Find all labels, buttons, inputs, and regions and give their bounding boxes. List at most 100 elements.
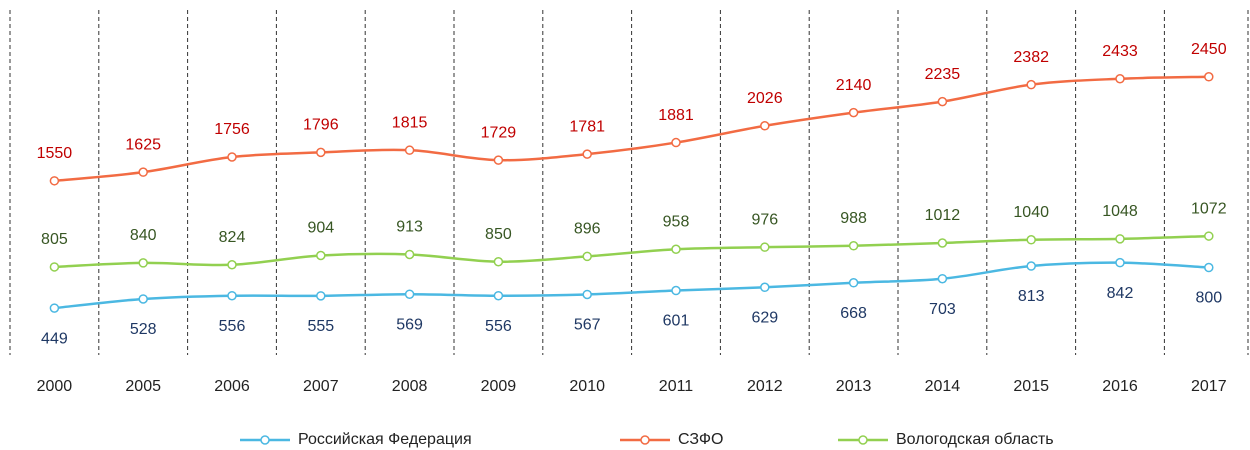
data-label: 1781 — [569, 118, 605, 135]
marker — [227, 290, 237, 301]
data-label: 556 — [219, 318, 246, 335]
marker — [49, 303, 60, 313]
data-label: 1881 — [658, 107, 694, 124]
data-label: 567 — [574, 317, 601, 334]
marker — [316, 291, 326, 301]
data-label: 800 — [1195, 290, 1222, 307]
data-label: 988 — [840, 210, 867, 227]
marker — [1026, 235, 1036, 245]
marker — [138, 294, 148, 304]
marker — [848, 241, 859, 251]
data-label: 569 — [396, 316, 423, 333]
x-tick-label: 2005 — [125, 378, 161, 395]
data-label: 896 — [574, 221, 601, 238]
data-label: 850 — [485, 226, 512, 243]
series-line — [54, 75, 1209, 183]
marker — [1204, 231, 1214, 241]
data-label: 528 — [130, 321, 157, 338]
marker — [404, 249, 415, 260]
data-label: 842 — [1107, 285, 1134, 302]
marker — [493, 155, 504, 165]
data-label: 824 — [219, 229, 246, 246]
marker — [671, 137, 681, 148]
data-label: 2382 — [1013, 49, 1049, 66]
x-tick-label: 2017 — [1191, 378, 1227, 395]
data-label: 1796 — [303, 117, 339, 134]
marker — [1026, 79, 1036, 90]
marker — [49, 262, 60, 272]
data-label: 1815 — [392, 114, 428, 131]
marker — [1115, 257, 1125, 268]
data-label: 1625 — [125, 136, 161, 153]
data-label: 1048 — [1102, 203, 1138, 220]
marker — [138, 258, 148, 268]
marker — [760, 282, 770, 293]
data-label: 1550 — [37, 145, 73, 162]
x-tick-label: 2000 — [37, 378, 73, 395]
data-label: 449 — [41, 330, 68, 347]
marker — [582, 289, 592, 300]
x-tick-label: 2010 — [569, 378, 605, 395]
data-label: 813 — [1018, 288, 1045, 305]
data-label: 2235 — [925, 66, 961, 83]
marker — [848, 107, 859, 118]
marker — [1115, 73, 1125, 84]
marker — [937, 96, 948, 107]
data-label: 668 — [840, 305, 867, 322]
data-label: 913 — [396, 219, 423, 236]
data-label: 2026 — [747, 90, 783, 107]
marker — [1204, 262, 1214, 273]
data-label: 555 — [307, 318, 334, 335]
data-label: 1072 — [1191, 200, 1227, 217]
data-label: 1012 — [925, 207, 961, 224]
marker — [1026, 261, 1036, 271]
legend-label: Российская Федерация — [298, 431, 472, 448]
data-label: 805 — [41, 231, 68, 248]
x-tick-label: 2009 — [481, 378, 517, 395]
marker — [671, 244, 681, 255]
series-line — [54, 234, 1209, 269]
marker — [227, 152, 237, 162]
marker — [937, 273, 948, 284]
marker — [493, 290, 504, 301]
data-label: 904 — [307, 220, 334, 237]
legend-label: Вологодская область — [896, 431, 1054, 448]
marker — [404, 145, 415, 155]
marker — [671, 285, 681, 296]
data-label: 629 — [751, 310, 778, 327]
legend-marker — [640, 435, 650, 445]
legend-marker — [260, 435, 270, 445]
legend-marker — [858, 435, 868, 445]
marker — [227, 259, 237, 270]
marker — [1115, 234, 1125, 244]
x-tick-label: 2011 — [659, 378, 694, 395]
x-tick-label: 2006 — [214, 378, 250, 395]
data-label: 1729 — [481, 124, 517, 141]
legend-label: СЗФО — [678, 431, 723, 448]
data-label: 976 — [751, 211, 778, 228]
data-label: 840 — [130, 227, 157, 244]
data-label: 2433 — [1102, 43, 1138, 60]
data-label: 2450 — [1191, 41, 1227, 58]
marker — [316, 250, 326, 261]
data-label: 703 — [929, 301, 956, 318]
marker — [138, 167, 148, 177]
data-label: 2140 — [836, 77, 872, 94]
marker — [937, 238, 948, 248]
data-label: 1756 — [214, 121, 250, 138]
x-tick-label: 2007 — [303, 378, 339, 395]
marker — [49, 176, 60, 186]
x-tick-label: 2013 — [836, 378, 872, 395]
marker — [848, 278, 859, 288]
marker — [760, 242, 770, 252]
marker — [404, 289, 415, 299]
marker — [582, 149, 592, 159]
x-tick-label: 2008 — [392, 378, 428, 395]
marker — [582, 251, 592, 262]
marker — [493, 256, 504, 267]
data-label: 556 — [485, 318, 512, 335]
marker — [760, 121, 770, 131]
data-label: 958 — [663, 213, 690, 230]
series-line — [54, 261, 1209, 310]
